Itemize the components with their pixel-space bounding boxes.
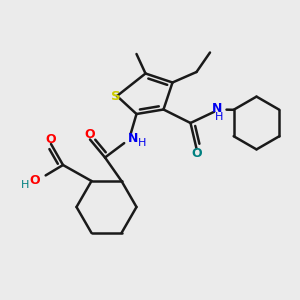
Text: O: O [30,173,40,187]
Text: H: H [215,112,223,122]
Text: H: H [21,179,29,190]
Text: N: N [128,131,139,145]
Text: O: O [84,128,95,142]
Text: O: O [192,146,203,160]
Text: S: S [111,89,120,103]
Text: O: O [45,133,56,146]
Text: H: H [137,138,146,148]
Text: N: N [212,101,223,115]
